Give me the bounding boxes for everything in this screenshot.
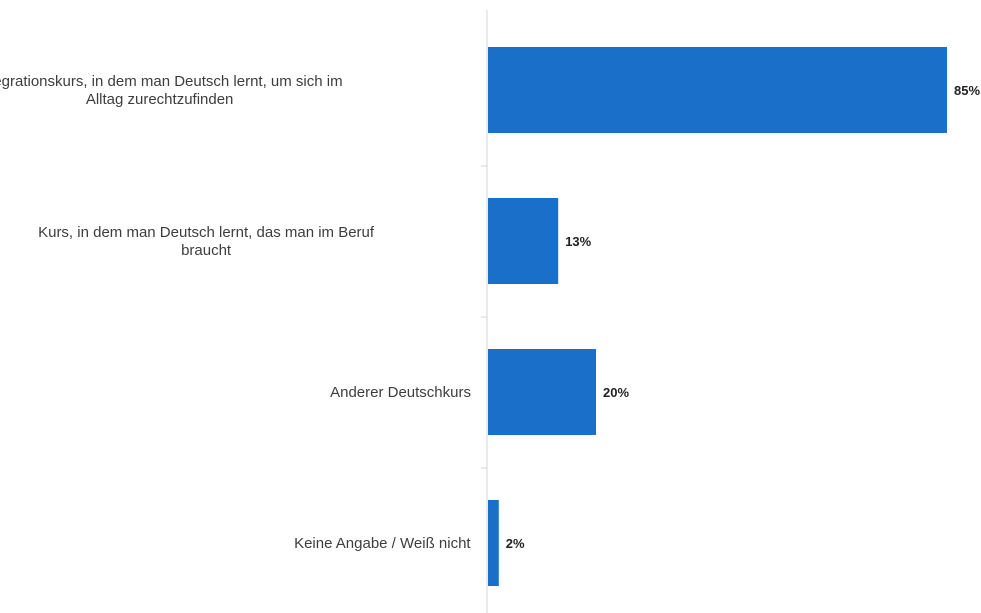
- bar: [488, 349, 596, 435]
- category-label: Keine Angabe / Weiß nicht: [294, 535, 471, 552]
- category-label-line: Alltag zurechtzufinden: [86, 91, 234, 108]
- bar: [488, 198, 559, 284]
- data-label: 20%: [603, 385, 629, 400]
- bars-layer: [488, 47, 947, 586]
- category-label-line: Anderer Deutschkurs: [330, 384, 471, 401]
- category-label: Anderer Deutschkurs: [330, 384, 471, 401]
- value-labels-layer: 85% 13% 20% 2%: [506, 83, 981, 551]
- bar: [488, 47, 947, 133]
- data-label: 2%: [506, 536, 525, 551]
- category-label-line: braucht: [181, 242, 232, 259]
- category-label-line: Kurs, in dem man Deutsch lernt, das man …: [38, 224, 375, 241]
- category-labels-layer: Integrationskurs, in dem man Deutsch ler…: [0, 73, 471, 552]
- data-label: 85%: [954, 83, 980, 98]
- category-label: Integrationskurs, in dem man Deutsch ler…: [0, 73, 343, 108]
- category-label-line: Keine Angabe / Weiß nicht: [294, 535, 471, 552]
- data-label: 13%: [565, 234, 591, 249]
- bar: [488, 500, 499, 586]
- axis-layer: [481, 10, 488, 613]
- category-label-line: Integrationskurs, in dem man Deutsch ler…: [0, 73, 343, 90]
- category-label: Kurs, in dem man Deutsch lernt, das man …: [38, 224, 375, 259]
